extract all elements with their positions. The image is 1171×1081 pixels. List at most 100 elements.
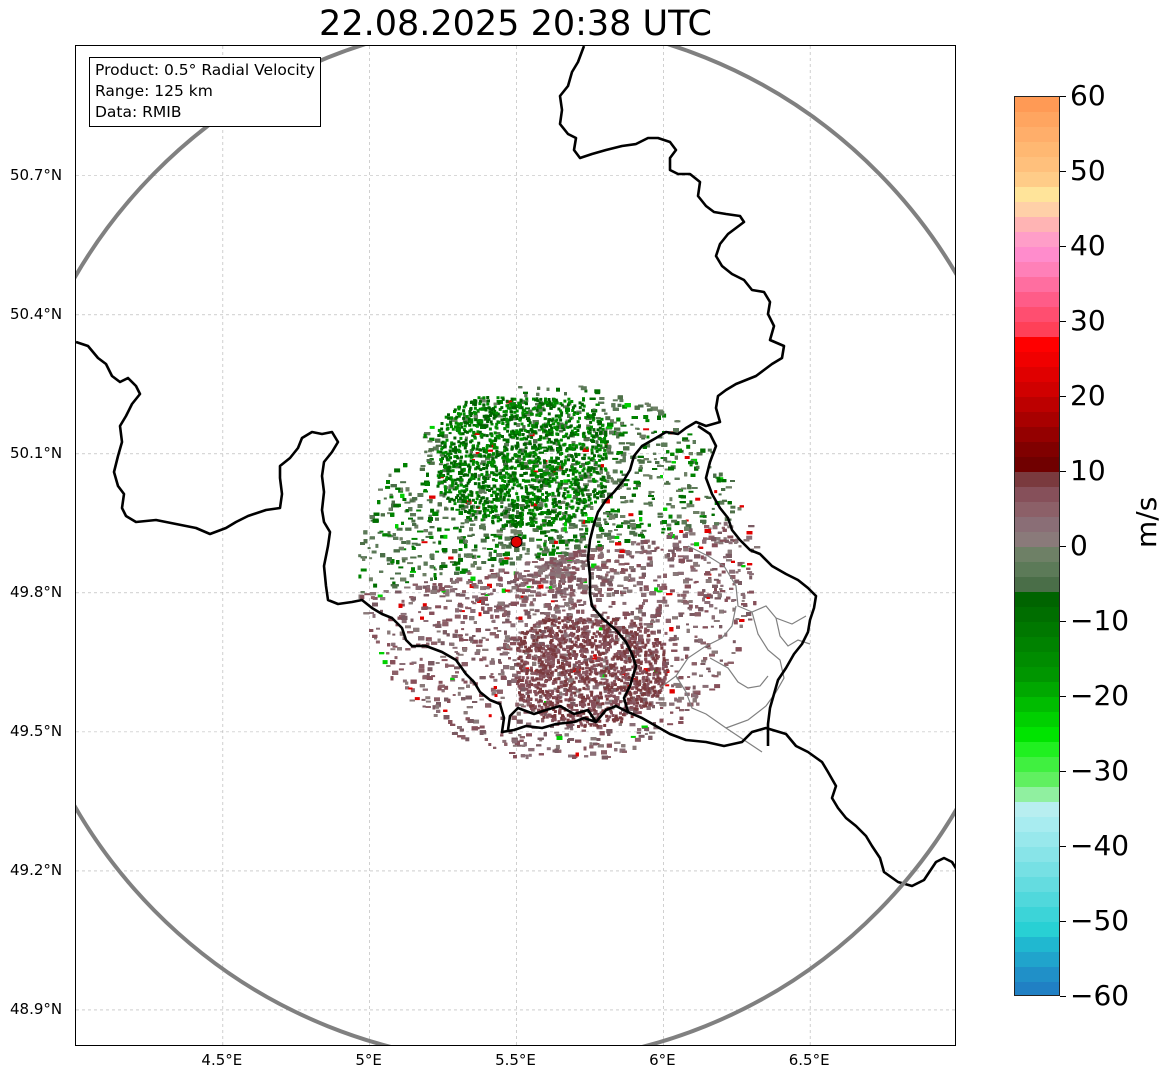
echo-pixel [539,577,546,582]
echo-pixel [642,697,648,702]
echo-pixel [577,599,583,602]
echo-pixel [439,572,443,576]
echo-pixel [718,472,723,477]
echo-pixel [570,416,574,420]
echo-pixel [450,678,456,682]
echo-pixel [687,676,691,678]
echo-pixel [519,554,523,559]
echo-pixel [586,474,592,479]
echo-pixel [538,479,544,483]
echo-pixel [504,645,508,650]
echo-pixel [465,737,470,742]
echo-pixel [572,663,577,668]
echo-pixel [629,555,635,558]
echo-pixel [479,733,484,735]
echo-pixel [642,701,647,706]
echo-pixel [400,481,407,484]
echo-pixel [414,524,419,529]
echo-pixel [567,503,571,508]
echo-pixel [491,564,495,568]
echo-pixel [732,640,736,644]
echo-pixel [716,671,721,676]
echo-pixel [605,532,612,537]
echo-pixel [669,497,673,502]
echo-pixel [620,496,626,499]
echo-pixel [612,700,616,705]
echo-pixel [441,659,448,662]
echo-pixel [650,630,656,635]
echo-pixel [424,581,428,584]
echo-pixel [707,647,712,650]
echo-pixel [551,566,556,569]
echo-pixel [581,513,585,517]
echo-pixel [749,575,753,580]
echo-pixel [516,744,522,747]
echo-pixel [456,577,463,582]
echo-pixel [419,657,423,661]
echo-pixel [506,613,510,618]
echo-pixel [459,480,463,485]
echo-pixel [682,600,689,603]
radar-map[interactable] [75,45,956,1046]
echo-pixel [679,530,684,533]
echo-pixel [372,596,378,600]
echo-pixel [608,578,614,582]
echo-pixel [432,446,439,451]
echo-pixel [622,601,627,605]
echo-pixel [550,600,555,603]
radar-echoes [358,385,761,760]
echo-pixel [628,573,632,578]
echo-pixel [545,586,551,589]
echo-pixel [681,507,687,510]
echo-pixel [560,595,567,598]
echo-pixel [621,522,624,525]
echo-pixel [709,653,715,657]
echo-pixel [638,468,643,472]
echo-pixel [619,399,624,403]
echo-pixel [581,524,588,527]
echo-pixel [707,448,712,452]
echo-pixel [552,539,556,542]
echo-pixel [478,639,483,642]
echo-pixel [643,599,648,603]
echo-pixel [700,663,706,665]
echo-pixel [678,548,682,550]
echo-pixel [398,566,404,569]
echo-pixel [685,519,689,522]
echo-pixel [432,541,436,544]
echo-pixel [438,680,443,684]
echo-pixel [738,581,742,585]
echo-pixel [449,577,453,582]
echo-pixel [523,462,528,466]
echo-pixel [577,547,581,552]
echo-pixel [431,675,436,678]
echo-pixel [690,543,697,546]
echo-pixel [405,625,411,629]
echo-pixel [520,542,526,547]
echo-pixel [421,541,428,544]
echo-pixel [614,536,620,539]
echo-pixel [458,557,463,562]
echo-pixel [524,552,530,555]
echo-pixel [674,521,680,526]
echo-pixel [628,513,634,517]
echo-pixel [471,657,476,661]
echo-pixel [642,602,645,605]
echo-pixel [478,612,482,617]
echo-pixel [689,464,693,467]
echo-pixel [385,485,391,489]
echo-pixel [531,561,538,563]
echo-pixel [434,697,440,702]
echo-pixel [700,555,704,560]
echo-pixel [454,614,461,619]
echo-pixel [688,490,694,493]
echo-pixel [619,470,623,474]
echo-pixel [631,526,637,530]
echo-pixel [505,544,512,549]
echo-pixel [714,607,718,610]
echo-pixel [410,570,416,573]
echo-pixel [481,561,487,564]
echo-pixel [539,739,543,742]
echo-pixel [543,539,547,543]
echo-pixel [633,711,639,715]
